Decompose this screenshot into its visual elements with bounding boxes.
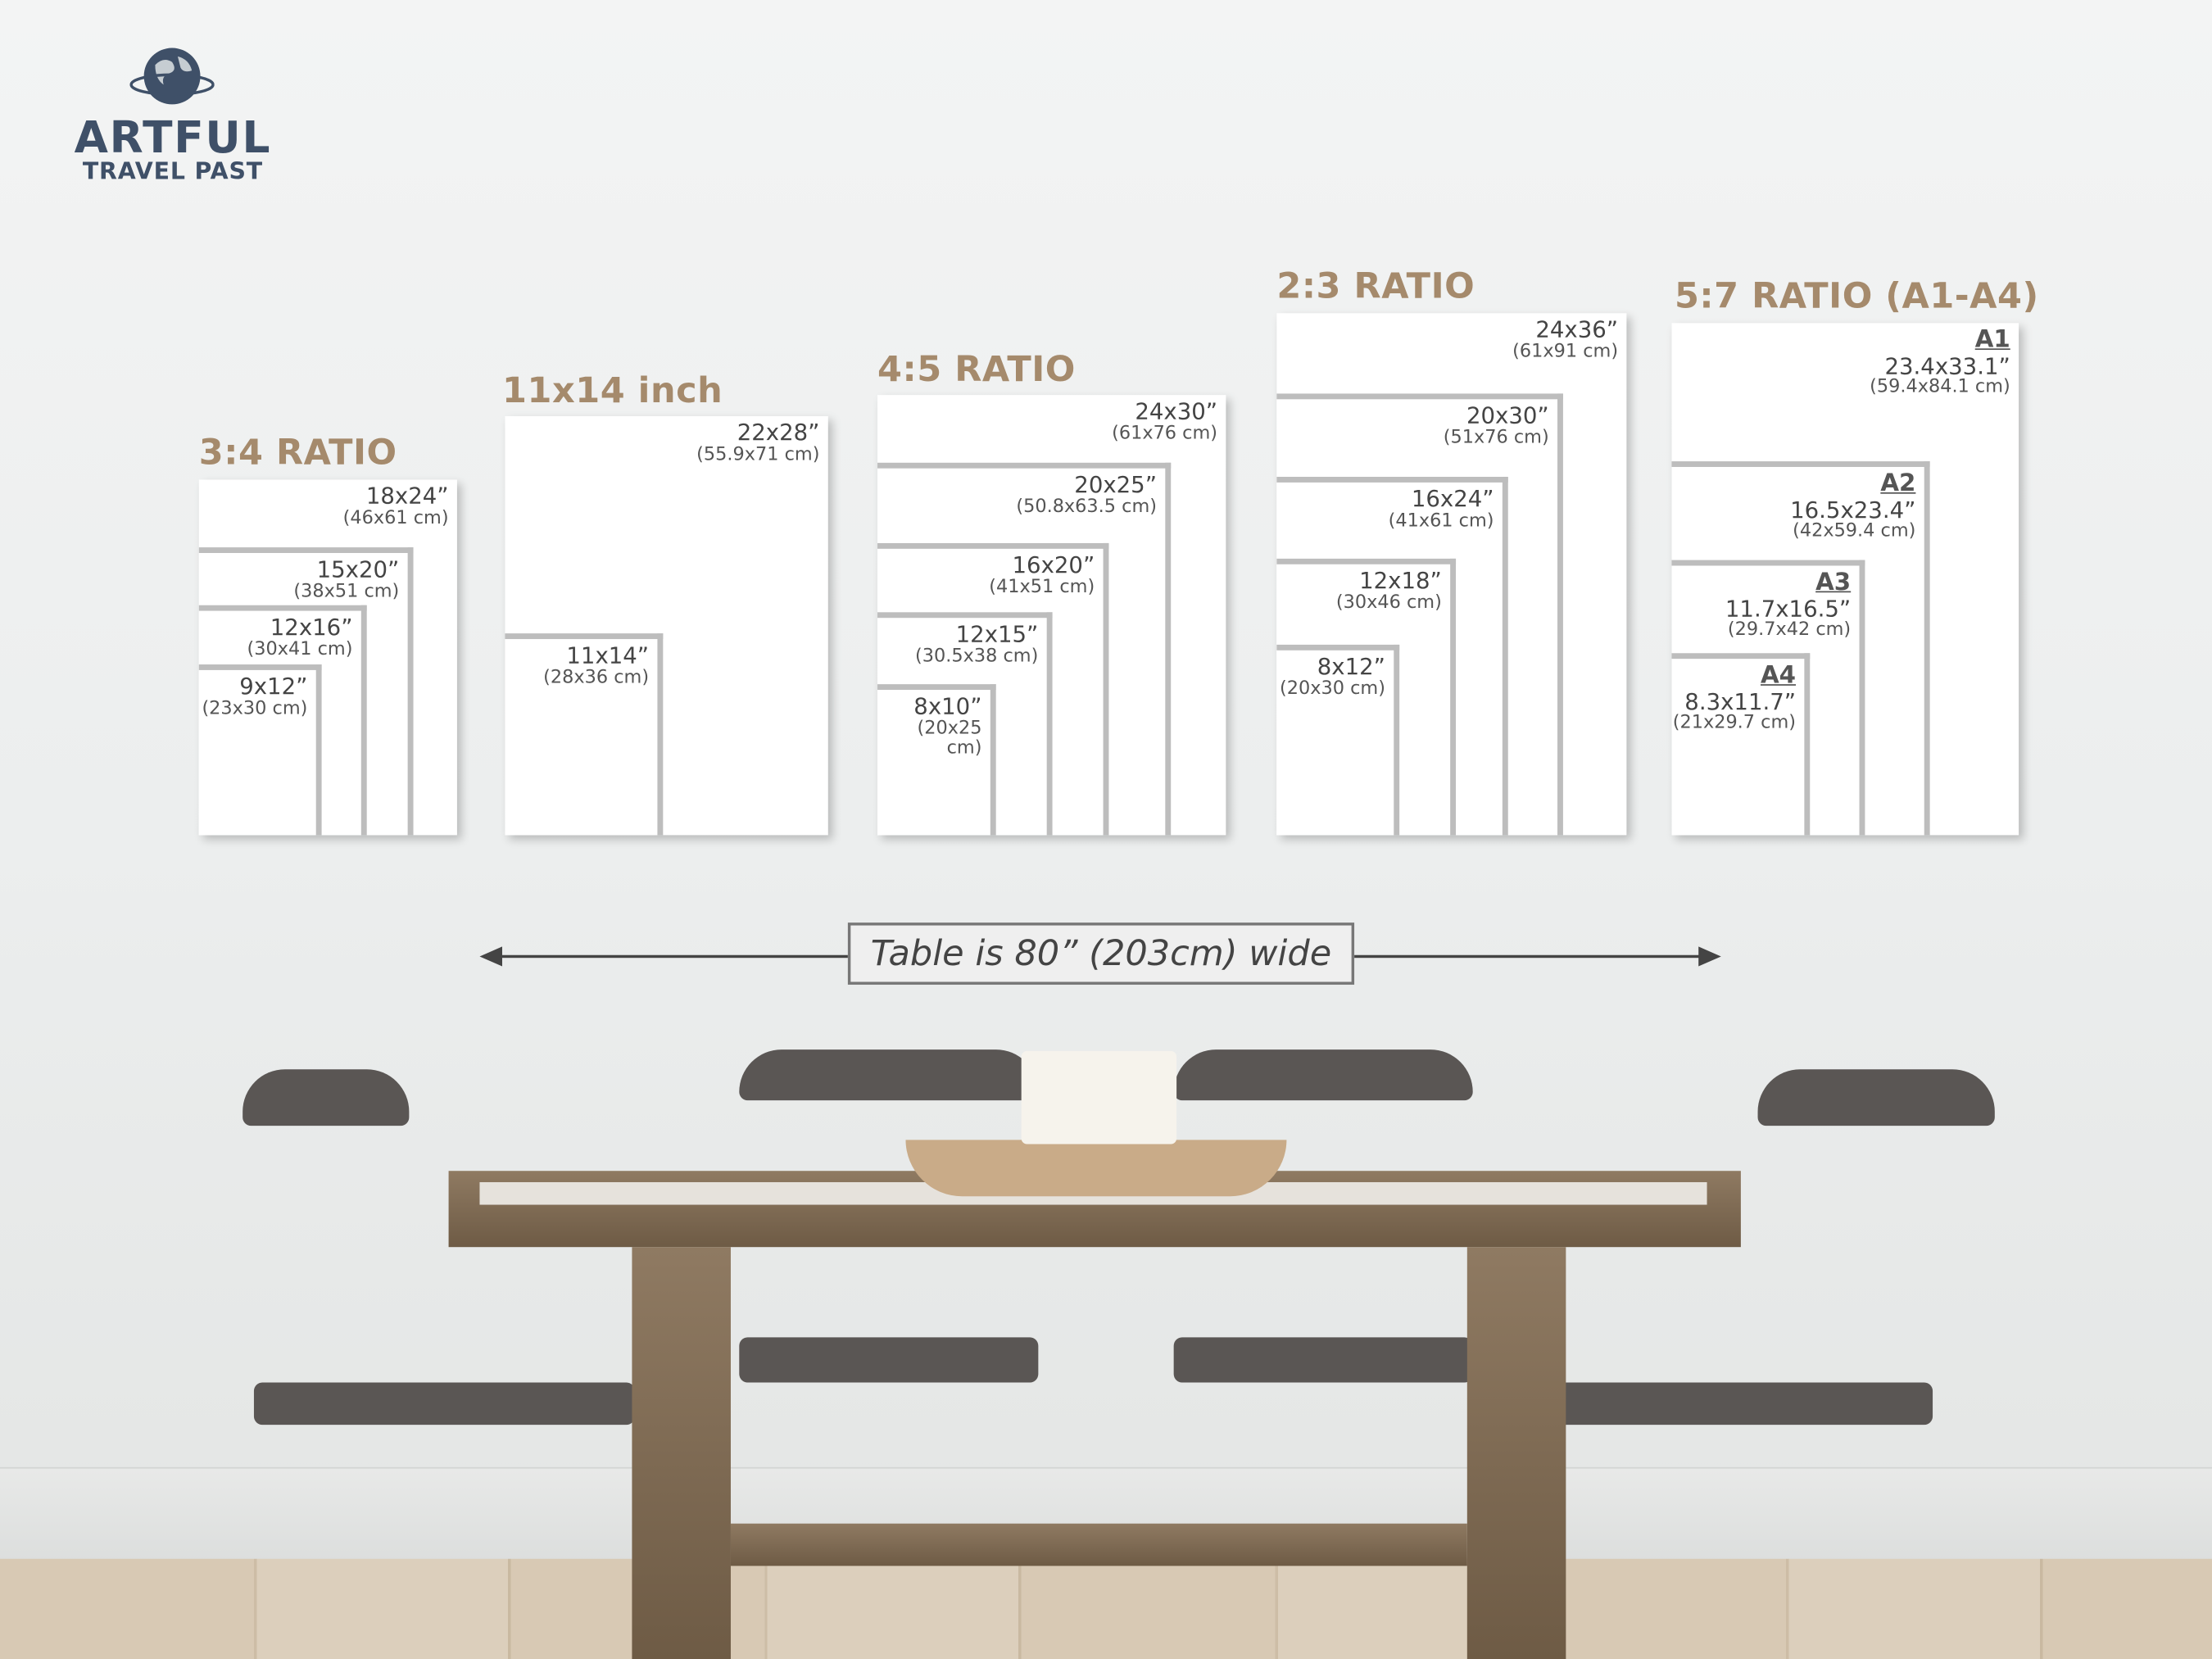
size-inches: 20x30”: [1466, 401, 1549, 429]
size-cm: (20x25 cm): [917, 717, 982, 759]
size-cm: (29.7x42 cm): [1727, 619, 1852, 641]
chair-seat: [739, 1337, 1039, 1383]
size-cm: (38x51 cm): [293, 580, 400, 602]
group-title: 3:4 RATIO: [198, 431, 397, 473]
size-cm: (46x61 cm): [342, 507, 449, 529]
size-inches: 24x30”: [1135, 397, 1218, 425]
size-cm: (20x30 cm): [1280, 678, 1385, 700]
size-label: 11x14” (28x36 cm): [543, 643, 649, 688]
size-cm: (51x76 cm): [1443, 427, 1549, 448]
paper-size-name: A4: [1760, 661, 1797, 691]
size-inches: 16x20”: [1012, 551, 1095, 578]
globe-with-orbit-icon: [129, 48, 215, 105]
size-cm: (21x29.7 cm): [1672, 713, 1797, 734]
arrow-line-right: [1354, 954, 1705, 959]
size-inches: 8x12”: [1317, 653, 1385, 680]
size-inches: 12x18”: [1359, 567, 1442, 594]
size-cm: (28x36 cm): [543, 666, 650, 688]
size-label: A3 11.7x16.5” (29.7x42 cm): [1725, 568, 1852, 641]
size-label: 15x20” (38x51 cm): [293, 557, 399, 602]
size-label: 12x18” (30x46 cm): [1336, 569, 1442, 614]
size-label: 16x20” (41x51 cm): [989, 553, 1095, 598]
size-cm: (42x59.4 cm): [1793, 520, 1916, 542]
size-inches: 16x24”: [1411, 485, 1494, 513]
size-cm: (55.9x71 cm): [696, 443, 820, 465]
paper-size-name: A3: [1815, 568, 1852, 597]
size-label: A4 8.3x11.7” (21x29.7 cm): [1673, 663, 1796, 734]
size-label: 9x12” (23x30 cm): [202, 674, 307, 719]
size-inches: 12x15”: [955, 620, 1039, 648]
size-label: 20x30” (51x76 cm): [1444, 403, 1549, 448]
wood-floor: [0, 1558, 2212, 1659]
size-label: 8x10” (20x25 cm): [877, 694, 981, 759]
table-stretcher: [730, 1523, 1467, 1566]
chair-seat: [1552, 1382, 1933, 1426]
size-inches: 15x20”: [316, 555, 400, 583]
size-cm: (23x30 cm): [202, 697, 308, 719]
size-inches: 18x24”: [365, 482, 449, 510]
arrow-line-left: [496, 954, 850, 959]
size-cm: (30x46 cm): [1335, 592, 1442, 614]
print-size-rect: A4 8.3x11.7” (21x29.7 cm): [1671, 653, 1811, 836]
group-title: 2:3 RATIO: [1276, 265, 1475, 306]
chair-back: [739, 1049, 1039, 1101]
size-inches: 12x16”: [270, 614, 353, 641]
chair-seat: [253, 1382, 635, 1426]
size-label: 18x24” (46x61 cm): [342, 482, 449, 529]
wooden-bowl: [905, 1140, 1287, 1197]
size-label: 8x12” (20x30 cm): [1280, 655, 1385, 700]
chair-back: [243, 1069, 410, 1126]
size-cm: (61x91 cm): [1512, 341, 1619, 362]
size-cm: (30x41 cm): [247, 638, 353, 660]
logo: ARTFUL TRAVEL PAST: [57, 39, 297, 188]
group-title: 4:5 RATIO: [877, 348, 1076, 390]
print-size-rect: 8x10” (20x25 cm): [877, 684, 996, 836]
size-cm: (50.8x63.5 cm): [1016, 496, 1157, 518]
size-inches: 11x14”: [566, 641, 650, 669]
size-label: 16x24” (41x61 cm): [1389, 487, 1494, 532]
size-inches: 24x36”: [1535, 315, 1619, 343]
size-cm: (59.4x84.1 cm): [1870, 377, 2010, 399]
chair-back: [1173, 1049, 1473, 1101]
size-label: 20x25” (50.8x63.5 cm): [1016, 473, 1157, 518]
size-inches: 11.7x16.5”: [1725, 595, 1852, 622]
size-label: 24x36” (61x91 cm): [1512, 317, 1618, 362]
size-label: A1 23.4x33.1” (59.4x84.1 cm): [1870, 327, 2010, 398]
group-title: 11x14 inch: [502, 369, 723, 411]
print-size-rect: 11x14” (28x36 cm): [505, 633, 664, 836]
size-inches: 16.5x23.4”: [1790, 496, 1916, 524]
arrow-left-icon: [479, 946, 503, 967]
group-title: 5:7 RATIO (A1-A4): [1674, 274, 2039, 316]
size-label: 12x15” (30.5x38 cm): [915, 622, 1038, 667]
size-inches: 8.3x11.7”: [1684, 687, 1797, 715]
table-width-label: Table is 80” (203cm) wide: [847, 922, 1355, 985]
print-size-rect: 8x12” (20x30 cm): [1276, 644, 1400, 836]
size-cm: (61x76 cm): [1112, 422, 1218, 444]
size-label: 12x16” (30x41 cm): [247, 615, 353, 660]
size-label: A2 16.5x23.4” (42x59.4 cm): [1790, 471, 1915, 542]
size-inches: 22x28”: [737, 419, 820, 446]
print-size-rect: 9x12” (23x30 cm): [198, 664, 322, 836]
table-leg: [1466, 1247, 1566, 1659]
logo-subtitle: TRAVEL PAST: [82, 157, 264, 185]
size-inches: 20x25”: [1074, 471, 1157, 498]
size-inches: 9x12”: [239, 673, 308, 700]
size-cm: (30.5x38 cm): [915, 645, 1039, 667]
size-inches: 8x10”: [913, 692, 982, 720]
size-cm: (41x51 cm): [989, 576, 1095, 598]
chair-back: [1757, 1069, 1995, 1126]
table-leg: [632, 1247, 731, 1659]
chair-seat: [1173, 1337, 1473, 1383]
paper-size-name: A1: [1974, 325, 2010, 355]
logo-name: ARTFUL: [74, 112, 272, 164]
arrow-right-icon: [1698, 946, 1721, 967]
size-inches: 23.4x33.1”: [1884, 351, 2010, 379]
size-cm: (41x61 cm): [1388, 510, 1494, 532]
size-label: 22x28” (55.9x71 cm): [696, 420, 819, 465]
paper-size-name: A2: [1880, 469, 1916, 498]
candles: [1021, 1050, 1177, 1145]
size-label: 24x30” (61x76 cm): [1112, 399, 1217, 444]
